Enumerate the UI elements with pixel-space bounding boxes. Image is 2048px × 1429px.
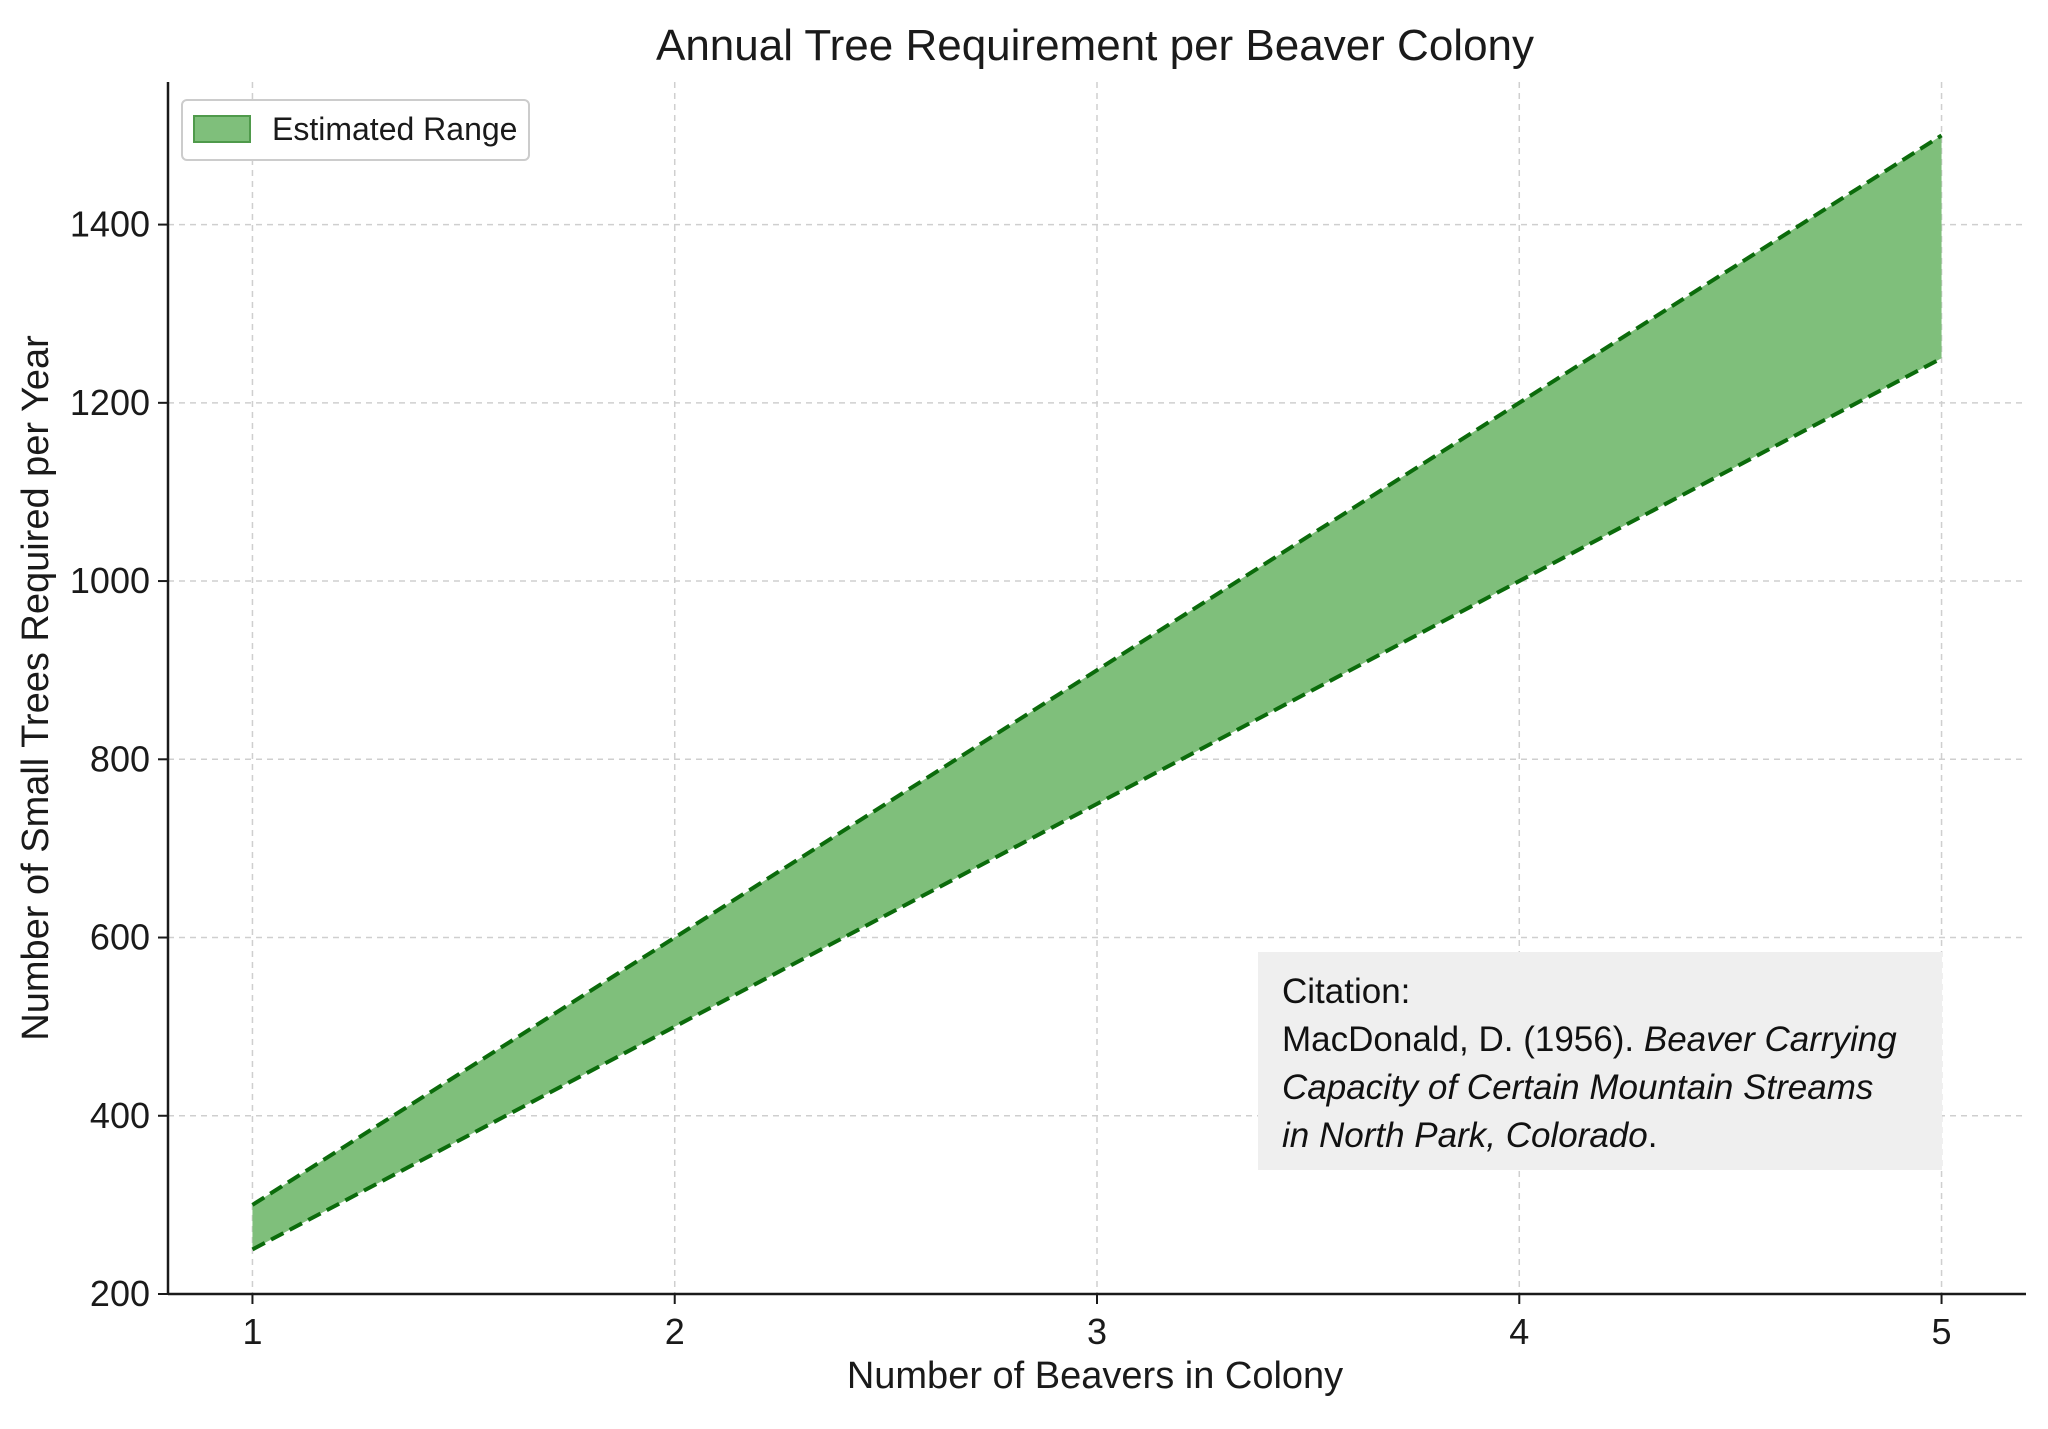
y-tick-label: 1200 — [70, 382, 150, 423]
x-ticks: 1 2 3 4 5 — [242, 1294, 1952, 1352]
citation-box: Citation: MacDonald, D. (1956). Beaver C… — [1258, 952, 1942, 1170]
citation-line-3: in North Park, Colorado. — [1282, 1112, 1918, 1160]
y-tick-label: 1000 — [70, 560, 150, 601]
x-axis-title: Number of Beavers in Colony — [847, 1355, 1343, 1397]
y-tick-label: 800 — [90, 738, 150, 779]
citation-work-1: Beaver Carrying — [1643, 1020, 1897, 1059]
citation-line-1: MacDonald, D. (1956). Beaver Carrying — [1282, 1016, 1918, 1064]
citation-work-2: Capacity of Certain Mountain Streams — [1282, 1068, 1874, 1107]
y-tick-label: 600 — [90, 917, 150, 958]
upper-bound-line — [251, 133, 1943, 1207]
x-tick-label: 5 — [1932, 1311, 1952, 1352]
citation-label: Citation: — [1282, 972, 1411, 1011]
y-tick-label: 1400 — [70, 204, 150, 245]
legend-label: Estimated Range — [272, 111, 517, 147]
x-tick-label: 2 — [665, 1311, 685, 1352]
lower-bound-line — [251, 356, 1943, 1252]
x-tick-label: 1 — [242, 1311, 262, 1352]
legend-box — [181, 99, 530, 161]
legend: Estimated Range — [181, 99, 530, 161]
citation-end: . — [1647, 1116, 1658, 1155]
y-tick-label: 200 — [90, 1273, 150, 1314]
citation-line-2: Capacity of Certain Mountain Streams — [1282, 1064, 1918, 1112]
x-tick-label: 4 — [1509, 1311, 1529, 1352]
y-ticks: 200 400 600 800 1000 1200 1400 — [70, 204, 168, 1314]
y-axis-title: Number of Small Trees Required per Year — [15, 335, 57, 1041]
range-band — [252, 135, 1942, 1250]
citation-author: MacDonald, D. (1956). — [1282, 1020, 1635, 1059]
x-tick-label: 3 — [1087, 1311, 1107, 1352]
legend-swatch — [193, 115, 251, 143]
y-tick-label: 400 — [90, 1095, 150, 1136]
chart-title: Annual Tree Requirement per Beaver Colon… — [656, 21, 1534, 70]
citation-work-3: in North Park, Colorado — [1282, 1116, 1648, 1155]
